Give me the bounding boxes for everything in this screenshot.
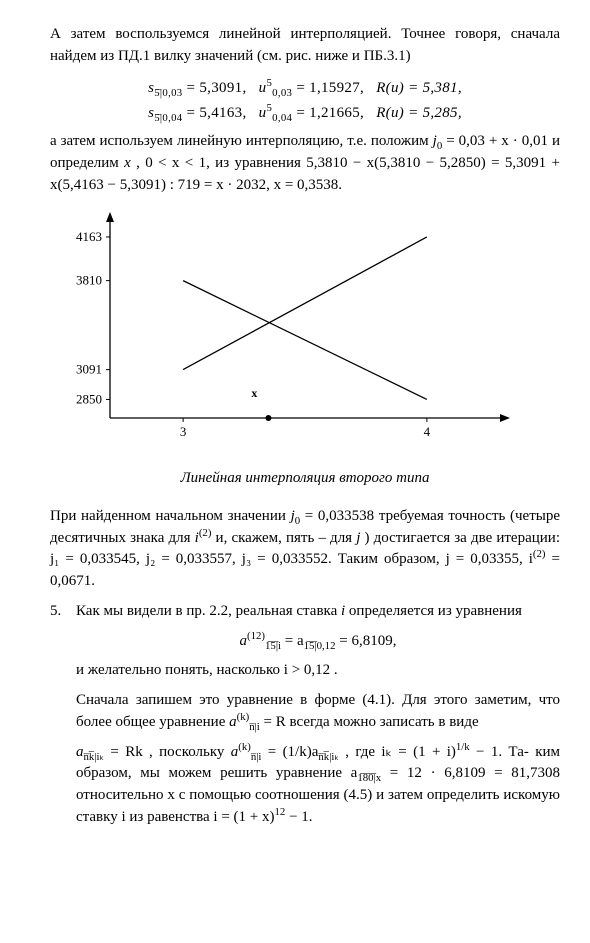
p3-e: j₁ = 0,033545, j₂ = 0,033557, j₃ = 0,033… <box>50 551 533 567</box>
equation-block-1: s5̄|0,03 = 5,3091, u50,03 = 1,15927, R(u… <box>50 78 560 126</box>
eq1a-s-val: 5,3091 <box>199 80 242 96</box>
p3-e-sup: (2) <box>533 548 546 560</box>
list-number-5: 5. <box>50 601 68 837</box>
item5-i2: − 1. <box>285 809 312 825</box>
item5-para2: и желательно понять, насколько i > 0,12 … <box>76 660 560 682</box>
equation-1b: s5̄|0,04 = 5,4163, u50,04 = 1,21665, R(u… <box>50 103 560 125</box>
eq5b-a-sub: n̅|i <box>249 721 260 733</box>
item5-i: i <box>341 603 345 619</box>
eq1a-u-sub: 0,03 <box>272 87 292 99</box>
eq5b-a-sup: (k) <box>237 711 250 723</box>
paragraph-1: А затем воспользуемся линейной интерполя… <box>50 24 560 68</box>
eq5c-mid: = (1/k)a <box>268 744 319 760</box>
svg-text:3091: 3091 <box>76 362 102 377</box>
p3-i-sup: (2) <box>199 527 212 539</box>
eq5c-tail2: − 1. Та- <box>470 744 529 760</box>
item5-h-sup: 12 <box>275 806 286 818</box>
item5-e: всегда можно записать в виде <box>290 714 479 730</box>
eq5-a-sub: 1̅5̅|i <box>265 640 281 652</box>
eq5-a-sup: (12) <box>247 630 265 642</box>
p2-pre: а затем используем линейную интерполяцию… <box>50 133 433 149</box>
item5-a: Как мы видели в пр. 2.2, реальная ставка <box>76 603 341 619</box>
item5-f-mid: = Rk , поскольку <box>110 744 230 760</box>
eq5c-a-sup: (k) <box>238 741 251 753</box>
svg-text:3: 3 <box>180 424 187 439</box>
eq1b-R: R(u) = 5,285, <box>376 105 462 121</box>
eq5-val: = 6,8109, <box>339 633 396 649</box>
p3-c: и, скажем, пять – для <box>216 530 357 546</box>
eq5b-eq: = R <box>264 714 286 730</box>
svg-text:2850: 2850 <box>76 392 102 407</box>
svg-text:3810: 3810 <box>76 273 102 288</box>
eq1a-s-sub: 5̄|0,03 <box>154 87 182 99</box>
chart-svg: 4163 3810 3091 2850 3 4 x <box>40 208 520 448</box>
list-item-5: 5. Как мы видели в пр. 2.2, реальная ста… <box>50 601 560 837</box>
p3-j0-val: = 0,033538 <box>300 508 374 524</box>
p3-d: ) достигается за две итерации: <box>365 530 561 546</box>
item5-f-sub: n̅k̅|iₖ <box>84 751 105 763</box>
eq5c-tail: , где iₖ = (1 + i) <box>345 744 456 760</box>
eq1b-u-val: 1,21665 <box>309 105 360 121</box>
eq5c-a2-sub: n̅k̅|iₖ <box>318 751 339 763</box>
eq1a-u-val: 1,15927 <box>309 80 360 96</box>
eq1a-R: R(u) = 5,381, <box>376 80 462 96</box>
item5-para1: Как мы видели в пр. 2.2, реальная ставка… <box>76 601 560 623</box>
eq5b-a: a <box>229 714 237 730</box>
p3-a: При найденном начальном значении <box>50 508 291 524</box>
p3-j: j <box>356 530 360 546</box>
item5-b: определяется из уравнения <box>349 603 522 619</box>
eq5c-a-sub: n̅|i <box>251 751 262 763</box>
eq5c-tail-sup: 1/k <box>456 741 470 753</box>
item5-g-sub: 1̅8̅0̅|x <box>357 772 381 784</box>
item5-f-pre: a <box>76 744 84 760</box>
item5-para4: an̅k̅|iₖ = Rk , поскольку a(k)n̅|i = (1/… <box>76 742 560 829</box>
eq5-a2-sub: 1̅5̅|0,12 <box>304 640 336 652</box>
paragraph-2: а затем используем линейную интерполяцию… <box>50 131 560 196</box>
chart-caption: Линейная интерполяция второго типа <box>50 468 560 490</box>
eq5-eq: = a <box>285 633 304 649</box>
p2-j-sub: 0 <box>437 140 442 152</box>
eq1b-s-val: 5,4163 <box>199 105 242 121</box>
item5-para3: Сначала запишем это уравнение в форме (4… <box>76 690 560 734</box>
svg-text:4163: 4163 <box>76 229 102 244</box>
equation-1a: s5̄|0,03 = 5,3091, u50,03 = 1,15927, R(u… <box>50 78 560 100</box>
svg-text:x: x <box>251 386 257 400</box>
p2-x: x <box>124 155 131 171</box>
paragraph-3: При найденном начальном значении j0 = 0,… <box>50 506 560 593</box>
chart-figure: 4163 3810 3091 2850 3 4 x <box>40 208 560 456</box>
eq1b-u-sub: 0,04 <box>272 112 292 124</box>
eq1b-s-sub: 5̄|0,04 <box>154 112 182 124</box>
svg-text:4: 4 <box>424 424 431 439</box>
eq5-a: a <box>240 633 248 649</box>
equation-5: a(12)1̅5̅|i = a1̅5̅|0,12 = 6,8109, <box>76 631 560 653</box>
